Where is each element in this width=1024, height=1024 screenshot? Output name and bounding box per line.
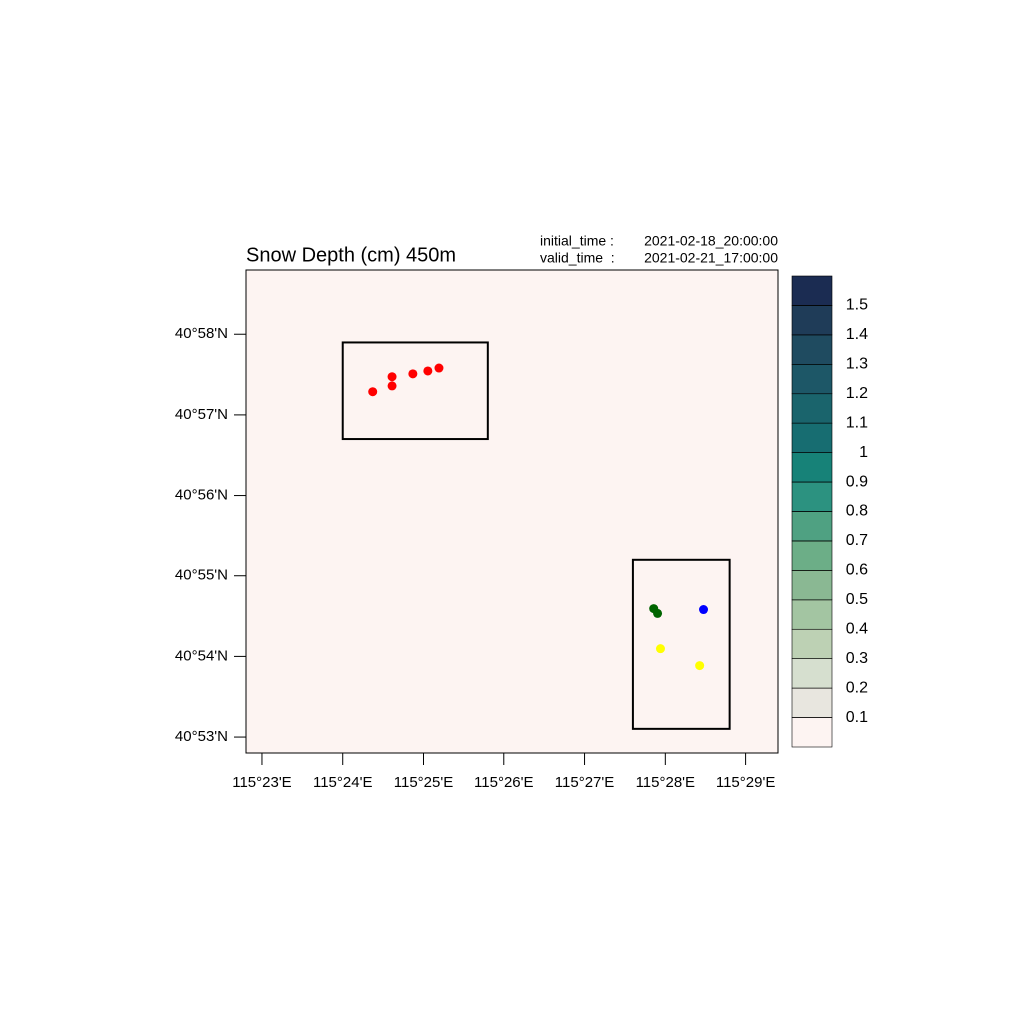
colorbar-box [791,452,833,483]
y-tick-label: 40°54'N [175,647,228,664]
colorbar-box [791,305,833,336]
colorbar-box [791,628,833,659]
colorbar-label: 0.9 [846,473,868,490]
station-point [699,605,709,615]
colorbar-box [791,393,833,424]
colorbar-label: 0.3 [846,650,868,667]
colorbar-box [791,599,833,630]
colorbar-box [791,687,833,718]
station-point [368,387,378,397]
y-tick-label: 40°57'N [175,406,228,423]
region-box [341,341,489,441]
colorbar-label: 1 [859,444,868,461]
colorbar-label: 1.4 [846,326,868,343]
x-tick-label: 115°27'E [555,774,614,791]
colorbar-box [791,334,833,365]
colorbar-box [791,540,833,571]
map-area [245,269,779,754]
station-point [653,608,663,618]
y-tick-label: 40°56'N [175,487,228,504]
station-point [695,661,705,671]
colorbar-box [791,481,833,512]
colorbar-label: 0.4 [846,620,868,637]
x-tick-label: 115°24'E [313,774,372,791]
colorbar-label: 1.2 [846,385,868,402]
time-label: initial_time : [540,233,614,249]
x-tick-label: 115°26'E [474,774,533,791]
colorbar-box [791,275,833,306]
time-label: valid_time : [540,250,615,266]
colorbar-label: 0.8 [846,503,868,520]
x-tick-label: 115°23'E [232,774,291,791]
station-point [434,363,444,373]
colorbar-label: 0.5 [846,591,868,608]
station-point [387,381,397,391]
region-box [631,558,731,730]
colorbar-box [791,658,833,689]
station-point [423,366,433,376]
y-tick-label: 40°58'N [175,325,228,342]
station-point [408,369,418,379]
colorbar-label: 1.5 [846,297,868,314]
colorbar-label: 0.2 [846,679,868,696]
x-tick-label: 115°28'E [636,774,695,791]
x-tick-label: 115°29'E [716,774,775,791]
colorbar-box [791,717,833,748]
y-tick-label: 40°53'N [175,728,228,745]
colorbar-box [791,511,833,542]
chart-title: Snow Depth (cm) 450m [246,244,456,266]
colorbar-box [791,570,833,601]
time-value: 2021-02-21_17:00:00 [644,250,778,266]
station-point [387,372,397,382]
colorbar-label: 1.3 [846,356,868,373]
time-value: 2021-02-18_20:00:00 [644,233,778,249]
colorbar-label: 0.6 [846,562,868,579]
y-tick-label: 40°55'N [175,567,228,584]
station-point [655,644,665,654]
x-tick-label: 115°25'E [394,774,453,791]
colorbar-box [791,364,833,395]
colorbar-box [791,422,833,453]
colorbar-label: 0.7 [846,532,868,549]
colorbar-label: 0.1 [846,709,868,726]
colorbar-label: 1.1 [846,414,868,431]
